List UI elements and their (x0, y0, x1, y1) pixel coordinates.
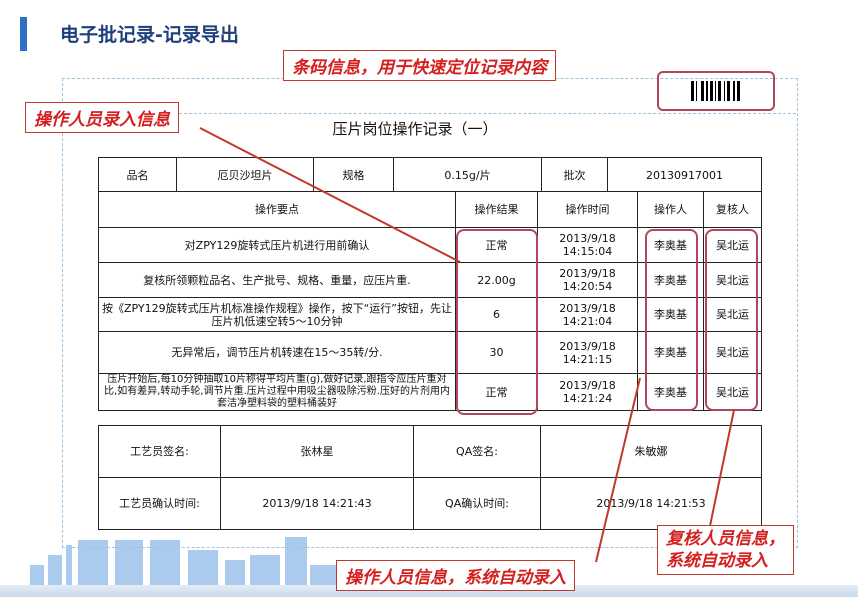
operation-point: 压片开始后,每10分钟抽取10片称得平均片重(g),做好记录,跟指令应压片重对比… (98, 373, 456, 411)
table-row: 无异常后，调节压片机转速在15～35转/分. 30 2013/9/18 14:21:1… (98, 331, 762, 374)
operation-time: 2013/9/18 14:21:15 (537, 331, 638, 374)
column-header: 操作结果 (455, 191, 538, 228)
signature-table: 工艺员签名: 张林星 QA签名: 朱敏娜 工艺员确认时间: 2013/9/18 … (98, 425, 762, 530)
time-time: 14:15:04 (562, 245, 613, 258)
reviewer: 吴北运 (703, 331, 762, 374)
product-info-table: 品名 厄贝沙坦片 规格 0.15g/片 批次 20130917001 (98, 157, 762, 193)
result-highlight (456, 229, 538, 415)
time-time: 14:21:04 (562, 314, 613, 328)
operation-point: 对ZPY129旋转式压片机进行用前确认 (98, 227, 456, 263)
table-row: 复核所领颗粒品名、生产批号、规格、重量，应压片重. 22.00g 2013/9/18… (98, 262, 762, 298)
divider (64, 113, 796, 114)
operation-point: 复核所领颗粒品名、生产批号、规格、重量，应压片重. (98, 262, 456, 298)
arrow-line (595, 377, 641, 563)
table-row: 压片开始后,每10分钟抽取10片称得平均片重(g),做好记录,跟指令应压片重对比… (98, 373, 762, 411)
operation-result: 22.00g (455, 262, 538, 298)
time-date: 2013/9/18 (559, 301, 616, 315)
barcode (657, 71, 775, 111)
callout-operator-entry: 操作人员录入信息 (25, 102, 179, 133)
footer-band (0, 585, 858, 597)
barcode-icon (691, 81, 740, 101)
callout-barcode: 条码信息，用于快速定位记录内容 (283, 50, 556, 81)
operation-result: 正常 (455, 373, 538, 411)
operation-point: 按《ZPY129旋转式压片机标准操作规程》操作，按下“运行”按钮，先让压片机低速… (98, 297, 456, 332)
column-header: 复核人 (703, 191, 762, 228)
tech-time-label: 工艺员确认时间: (98, 477, 221, 530)
city-skyline-decoration (30, 537, 340, 585)
operator: 李奥基 (637, 297, 704, 332)
time-date: 2013/9/18 (559, 232, 616, 245)
reviewer-highlight (705, 229, 758, 411)
operator-highlight (645, 229, 698, 411)
title-accent-bar (20, 17, 27, 51)
time-time: 14:21:15 (562, 352, 613, 366)
operation-time: 2013/9/18 14:21:24 (537, 373, 638, 411)
operation-time: 2013/9/18 14:21:04 (537, 297, 638, 332)
tech-sign-label: 工艺员签名: (98, 425, 221, 478)
batch-value: 20130917001 (607, 157, 762, 193)
time-date: 2013/9/18 (559, 267, 616, 280)
tech-sign: 张林星 (220, 425, 414, 478)
time-date: 2013/9/18 (559, 379, 616, 392)
document-title: 压片岗位操作记录（一） (332, 120, 498, 138)
time-date: 2013/9/18 (559, 339, 616, 353)
arrow-line (199, 127, 461, 263)
operations-table: 操作要点 操作结果 操作时间 操作人 复核人 对ZPY129旋转式压片机进行用前… (98, 191, 762, 411)
operation-point: 无异常后，调节压片机转速在15～35转/分. (98, 331, 456, 374)
arrow-line (709, 409, 735, 527)
tech-time: 2013/9/18 14:21:43 (220, 477, 414, 530)
table-row: 按《ZPY129旋转式压片机标准操作规程》操作，按下“运行”按钮，先让压片机低速… (98, 297, 762, 332)
reviewer: 吴北运 (703, 297, 762, 332)
callout-line: 复核人员信息， (666, 529, 785, 549)
time-time: 14:21:24 (562, 392, 613, 405)
time-time: 14:20:54 (562, 280, 613, 293)
column-header: 操作要点 (98, 191, 456, 228)
operation-result: 正常 (455, 227, 538, 263)
callout-line: 系统自动录入 (666, 551, 768, 571)
page-title: 电子批记录-记录导出 (60, 24, 239, 46)
callout-reviewer-auto: 复核人员信息， 系统自动录入 (657, 525, 794, 575)
operator: 李奥基 (637, 331, 704, 374)
qa-time: 2013/9/18 14:21:53 (540, 477, 762, 530)
callout-operator-auto: 操作人员信息，系统自动录入 (336, 560, 575, 591)
